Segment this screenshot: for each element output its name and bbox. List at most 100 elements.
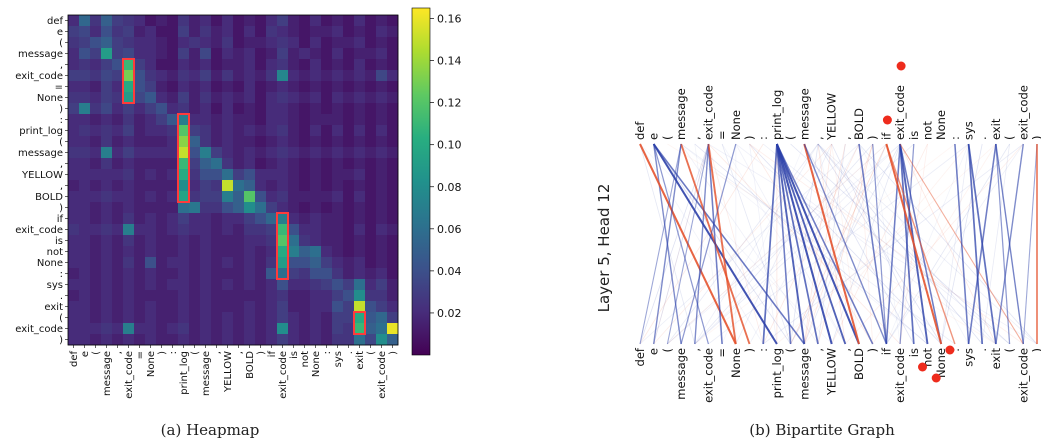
heatmap-cell — [332, 301, 344, 313]
heatmap-cell — [354, 37, 366, 49]
heatmap-cell — [321, 103, 333, 115]
heatmap-cell — [376, 213, 388, 225]
heatmap-cell — [79, 103, 91, 115]
heatmap-y-tick-label: BOLD — [35, 192, 63, 203]
heatmap-cell — [222, 136, 234, 148]
heatmap-cell — [354, 213, 366, 225]
bipartite-bottom-label: YELLOW — [825, 348, 839, 396]
heatmap-cell — [288, 268, 300, 280]
heatmap-cell — [211, 15, 223, 27]
heatmap-cell — [101, 257, 113, 269]
heatmap-cell — [156, 15, 168, 27]
heatmap-cell — [90, 81, 102, 93]
heatmap-cell — [244, 279, 256, 291]
bipartite-top-label: not — [921, 121, 935, 140]
colorbar-gradient — [411, 7, 431, 356]
heatmap-cell — [277, 114, 289, 126]
heatmap-cell — [310, 70, 322, 82]
heatmap-cell — [266, 235, 278, 247]
heatmap-cell — [288, 235, 300, 247]
heatmap-cell — [299, 290, 311, 302]
heatmap-cell — [387, 26, 399, 38]
heatmap-cell — [277, 158, 289, 170]
heatmap-cell — [167, 257, 179, 269]
heatmap-x-tick-label: exit — [355, 351, 366, 370]
bipartite-edge — [885, 143, 901, 345]
heatmap-cell — [200, 48, 212, 60]
heatmap-cell — [365, 37, 377, 49]
bipartite-bottom-label: sys — [962, 348, 976, 367]
heatmap-y-tick-label: e — [57, 27, 63, 38]
heatmap-cell — [222, 301, 234, 313]
heatmap-cell — [365, 48, 377, 60]
bipartite-edge — [803, 143, 860, 345]
heatmap-cell — [123, 114, 135, 126]
bipartite-edge — [653, 143, 805, 345]
heatmap-cell — [244, 125, 256, 137]
heatmap-cell — [244, 103, 256, 115]
heatmap-cell — [211, 81, 223, 93]
bipartite-top-label: , — [838, 136, 852, 140]
heatmap-cell — [189, 70, 201, 82]
heatmap-cell — [332, 103, 344, 115]
bipartite-edge — [776, 143, 874, 345]
heatmap-cell — [376, 257, 388, 269]
heatmap-cell — [178, 37, 190, 49]
bipartite-bottom-label: ( — [1003, 348, 1017, 353]
bipartite-bottom-label: message — [674, 348, 688, 400]
heatmap-cell — [112, 136, 124, 148]
heatmap-cell — [277, 136, 289, 148]
heatmap-cell — [266, 334, 278, 346]
heatmap-y-tick-label: sys — [47, 280, 63, 291]
heatmap-cell — [365, 158, 377, 170]
heatmap-cell — [387, 125, 399, 137]
heatmap-cell — [387, 235, 399, 247]
heatmap-cell — [321, 114, 333, 126]
heatmap-cell — [156, 312, 168, 324]
heatmap-cell — [167, 169, 179, 181]
heatmap-cell — [211, 246, 223, 258]
heatmap-highlight-box — [276, 212, 289, 280]
heatmap-cell — [178, 279, 190, 291]
bipartite-edge — [776, 143, 819, 345]
heatmap-cell — [354, 81, 366, 93]
heatmap-cell — [266, 103, 278, 115]
heatmap-cell — [233, 37, 245, 49]
heatmap-cell — [167, 202, 179, 214]
heatmap-cell — [233, 290, 245, 302]
heatmap-cell — [332, 224, 344, 236]
heatmap-cell — [288, 312, 300, 324]
heatmap-cell — [343, 312, 355, 324]
bipartite-bottom-label: ) — [1030, 348, 1041, 353]
heatmap-cell — [332, 202, 344, 214]
bipartite-bottom-label: . — [975, 348, 989, 352]
heatmap-cell — [178, 59, 190, 71]
heatmap-cell — [387, 92, 399, 104]
heatmap-cell — [343, 92, 355, 104]
heatmap-cell — [376, 235, 388, 247]
bipartite-top-label: message — [674, 88, 688, 140]
heatmap-cell — [244, 323, 256, 335]
colorbar: 0.02 0.04 0.06 0.08 0.10 0.12 0.14 0.16 — [411, 7, 462, 356]
heatmap-cell — [134, 202, 146, 214]
heatmap-cell — [167, 114, 179, 126]
heatmap-cell — [277, 15, 289, 27]
heatmap-cell — [123, 224, 135, 236]
bipartite-bottom-label: = — [715, 348, 729, 358]
heatmap-cell — [200, 114, 212, 126]
heatmap-cell — [211, 26, 223, 38]
heatmap-cell — [167, 312, 179, 324]
heatmap-cell — [145, 114, 157, 126]
bipartite-edge — [707, 143, 723, 345]
heatmap-cell — [332, 213, 344, 225]
heatmap-cell — [387, 246, 399, 258]
heatmap-y-tick-label: message — [18, 49, 63, 60]
heatmap-cell — [255, 15, 267, 27]
heatmap-cell — [233, 26, 245, 38]
heatmap-cell — [343, 202, 355, 214]
heatmap-x-tick-label: ) — [256, 351, 267, 355]
heatmap-cell — [79, 224, 91, 236]
bipartite-top-label: print_log — [770, 90, 784, 140]
heatmap-cell — [233, 257, 245, 269]
heatmap-cell — [343, 114, 355, 126]
